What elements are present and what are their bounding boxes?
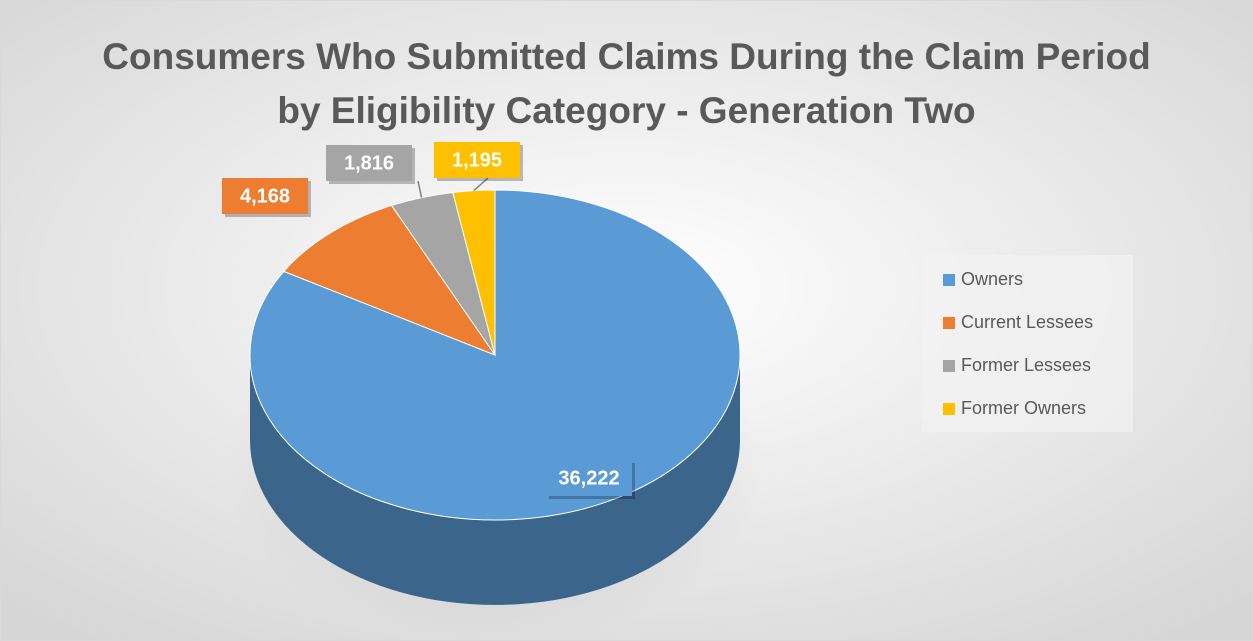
- leader-line: [417, 180, 423, 198]
- legend-label: Current Lessees: [961, 312, 1093, 332]
- legend-box: [922, 255, 1133, 432]
- data-label: 1,195: [452, 149, 502, 171]
- data-label-box: [326, 145, 412, 181]
- legend-label: Former Lessees: [961, 355, 1091, 375]
- data-label: 1,816: [344, 152, 394, 174]
- chart-title: Consumers Who Submitted Claims During th…: [102, 36, 1151, 131]
- leader-line: [473, 177, 489, 192]
- data-label: 36,222: [558, 467, 619, 489]
- data-label-box: [546, 460, 632, 496]
- slice-side: [250, 355, 740, 605]
- legend-swatch: [943, 403, 955, 415]
- slice-side-shade: [250, 355, 740, 605]
- data-label-box: [434, 142, 520, 178]
- legend-swatch: [943, 317, 955, 329]
- data-label: 4,168: [240, 185, 290, 207]
- slice: [282, 204, 497, 357]
- legend-swatch: [943, 360, 955, 372]
- slice: [249, 189, 741, 521]
- data-label-box: [222, 178, 308, 214]
- legend-label: Owners: [961, 269, 1023, 289]
- legend-label: Former Owners: [961, 398, 1086, 418]
- legend-swatch: [943, 274, 955, 286]
